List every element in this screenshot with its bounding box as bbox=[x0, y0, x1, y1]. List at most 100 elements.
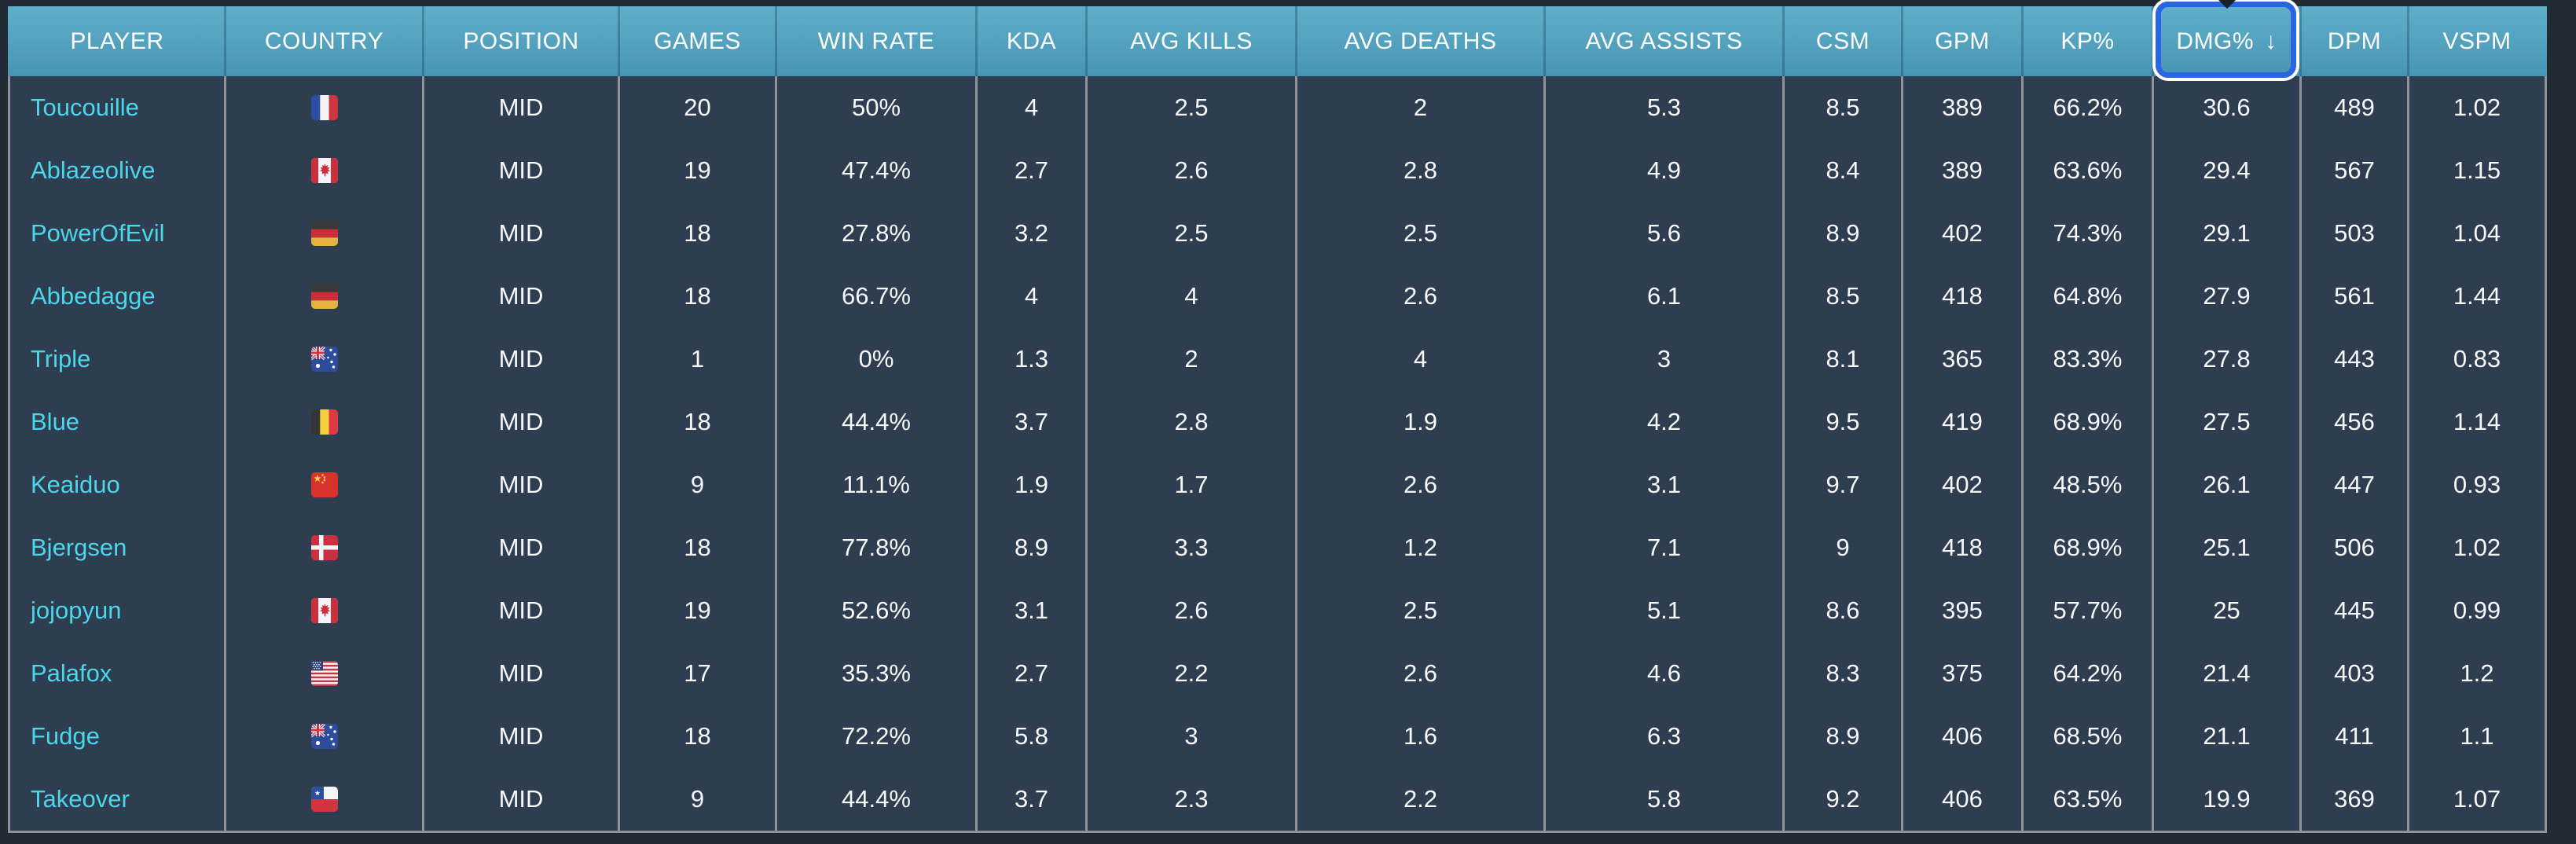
stat-cell: 0.83 bbox=[2409, 328, 2547, 391]
column-header-win-rate[interactable]: WIN RATE bbox=[777, 6, 978, 76]
column-header-csm[interactable]: CSM bbox=[1785, 6, 1903, 76]
column-header-dpm[interactable]: DPM bbox=[2302, 6, 2409, 76]
stat-cell: 11.1% bbox=[777, 453, 978, 516]
stat-cell: 395 bbox=[1903, 579, 2024, 642]
stat-cell: 2.5 bbox=[1088, 202, 1297, 265]
country-cell bbox=[226, 642, 424, 705]
stat-cell: 406 bbox=[1903, 705, 2024, 768]
stat-cell: 3 bbox=[1088, 705, 1297, 768]
stat-cell: 25 bbox=[2154, 579, 2302, 642]
table-row: jojopyun MID 19 52.6% 3.1 2.6 2.5 5.1 8.6 395 57.7… bbox=[8, 579, 2547, 642]
stat-cell: 389 bbox=[1903, 139, 2024, 202]
stat-cell: 5.3 bbox=[1546, 76, 1785, 139]
player-stats-table: PLAYER COUNTRY POSITION GAMES WIN RATE KDA AVG… bbox=[8, 0, 2547, 833]
stat-cell: 1.15 bbox=[2409, 139, 2547, 202]
stat-cell: 44.4% bbox=[777, 768, 978, 831]
stat-cell: 68.5% bbox=[2024, 705, 2154, 768]
stat-cell: 1.9 bbox=[1297, 391, 1546, 453]
column-header-avg-kills[interactable]: AVG KILLS bbox=[1088, 6, 1297, 76]
column-header-vspm[interactable]: VSPM bbox=[2409, 6, 2547, 76]
column-header-label: KP% bbox=[2060, 28, 2115, 54]
stat-cell: 2.8 bbox=[1297, 139, 1546, 202]
player-name-link[interactable]: Bjergsen bbox=[8, 516, 226, 579]
stat-cell: 27.8% bbox=[777, 202, 978, 265]
column-header-label: CSM bbox=[1815, 28, 1870, 54]
tooltip-pointer bbox=[2218, 0, 2236, 9]
column-header-player[interactable]: PLAYER bbox=[8, 6, 226, 76]
stat-cell: 6.1 bbox=[1546, 265, 1785, 328]
stat-cell: 2.3 bbox=[1088, 768, 1297, 831]
stat-cell: 4.9 bbox=[1546, 139, 1785, 202]
stat-cell: 27.8 bbox=[2154, 328, 2302, 391]
player-name-link[interactable]: Ablazeolive bbox=[8, 139, 226, 202]
stat-cell: 9 bbox=[620, 768, 777, 831]
stat-cell: 503 bbox=[2302, 202, 2409, 265]
column-header-label: GPM bbox=[1935, 28, 1990, 54]
country-cell bbox=[226, 328, 424, 391]
stat-cell: 64.8% bbox=[2024, 265, 2154, 328]
stat-cell: 402 bbox=[1903, 453, 2024, 516]
stat-cell: 489 bbox=[2302, 76, 2409, 139]
country-flag-icon-france bbox=[310, 93, 339, 123]
player-name-link[interactable]: Toucouille bbox=[8, 76, 226, 139]
stat-cell: 1.02 bbox=[2409, 516, 2547, 579]
stat-cell: 1.7 bbox=[1088, 453, 1297, 516]
player-name-link[interactable]: Fudge bbox=[8, 705, 226, 768]
column-header-label: KDA bbox=[1006, 28, 1057, 54]
stat-cell: 4 bbox=[978, 76, 1088, 139]
country-flag-icon-canada bbox=[310, 156, 339, 185]
player-name-link[interactable]: Abbedagge bbox=[8, 265, 226, 328]
stat-cell: 2.6 bbox=[1088, 139, 1297, 202]
stat-cell: 402 bbox=[1903, 202, 2024, 265]
country-cell bbox=[226, 265, 424, 328]
country-cell bbox=[226, 579, 424, 642]
stat-cell: 406 bbox=[1903, 768, 2024, 831]
stat-cell: 3.1 bbox=[1546, 453, 1785, 516]
player-name-link[interactable]: PowerOfEvil bbox=[8, 202, 226, 265]
country-flag-icon-denmark bbox=[310, 533, 339, 563]
column-header-position[interactable]: POSITION bbox=[424, 6, 620, 76]
country-flag-icon-canada bbox=[310, 596, 339, 626]
stat-cell: 1.07 bbox=[2409, 768, 2547, 831]
column-header-avg-assists[interactable]: AVG ASSISTS bbox=[1546, 6, 1785, 76]
column-header-gpm[interactable]: GPM bbox=[1903, 6, 2024, 76]
stat-cell: 19.9 bbox=[2154, 768, 2302, 831]
stat-cell: 27.5 bbox=[2154, 391, 2302, 453]
table-row: Ablazeolive MID 19 47.4% 2.7 2.6 2.8 4.9 8.4 389 6… bbox=[8, 139, 2547, 202]
stat-cell: 0% bbox=[777, 328, 978, 391]
column-header-country[interactable]: COUNTRY bbox=[226, 6, 424, 76]
stat-cell: 1 bbox=[620, 328, 777, 391]
player-name-link[interactable]: jojopyun bbox=[8, 579, 226, 642]
player-name-link[interactable]: Blue bbox=[8, 391, 226, 453]
column-header-dmgpct[interactable]: DMG% ↓ bbox=[2154, 0, 2302, 78]
stat-cell: 52.6% bbox=[777, 579, 978, 642]
stat-cell: 1.9 bbox=[978, 453, 1088, 516]
column-header-games[interactable]: GAMES bbox=[620, 6, 777, 76]
column-header-avg-deaths[interactable]: AVG DEATHS bbox=[1297, 6, 1546, 76]
player-name-link[interactable]: Triple bbox=[8, 328, 226, 391]
stat-cell: 418 bbox=[1903, 265, 2024, 328]
stat-cell: 456 bbox=[2302, 391, 2409, 453]
stat-cell: 8.4 bbox=[1785, 139, 1903, 202]
country-cell bbox=[226, 76, 424, 139]
stat-cell: 1.1 bbox=[2409, 705, 2547, 768]
country-cell bbox=[226, 139, 424, 202]
stat-cell: 47.4% bbox=[777, 139, 978, 202]
stat-cell: 18 bbox=[620, 265, 777, 328]
column-header-kda[interactable]: KDA bbox=[978, 6, 1088, 76]
table-row: Toucouille MID 20 50% 4 2.5 2 5.3 8.5 389 66.2% 30.… bbox=[8, 76, 2547, 139]
stat-cell: 18 bbox=[620, 391, 777, 453]
stat-cell: 26.1 bbox=[2154, 453, 2302, 516]
stat-cell: 1.44 bbox=[2409, 265, 2547, 328]
stat-cell: 77.8% bbox=[777, 516, 978, 579]
position-cell: MID bbox=[424, 202, 620, 265]
stat-cell: 3 bbox=[1546, 328, 1785, 391]
player-name-link[interactable]: Palafox bbox=[8, 642, 226, 705]
stat-cell: 1.3 bbox=[978, 328, 1088, 391]
player-name-link[interactable]: Takeover bbox=[8, 768, 226, 831]
player-name-link[interactable]: Keaiduo bbox=[8, 453, 226, 516]
stat-cell: 2.6 bbox=[1088, 579, 1297, 642]
position-cell: MID bbox=[424, 579, 620, 642]
column-header-kppct[interactable]: KP% bbox=[2024, 6, 2154, 76]
column-header-label: WIN RATE bbox=[817, 28, 935, 54]
